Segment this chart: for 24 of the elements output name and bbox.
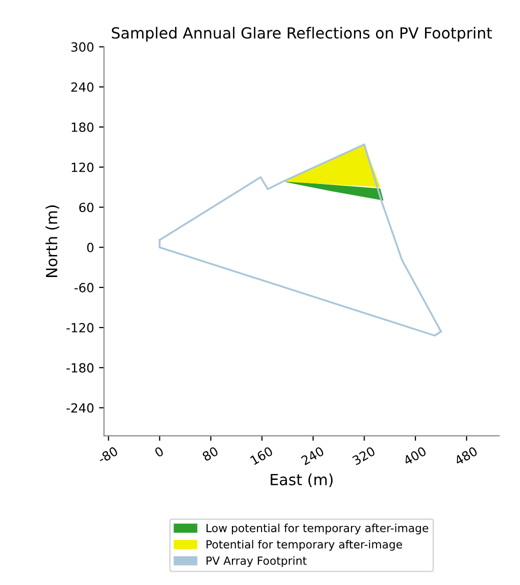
x-tick-label: 240 — [300, 446, 325, 466]
legend-label: PV Array Footprint — [206, 556, 307, 567]
x-tick-label: -80 — [97, 446, 118, 464]
x-tick-label: 320 — [352, 446, 376, 466]
y-tick-label: -240 — [66, 403, 94, 413]
y-tick-label: 300 — [71, 42, 94, 52]
y-tick-label: -60 — [74, 282, 94, 292]
y-tick-label: -180 — [66, 363, 94, 373]
x-tick-label: 480 — [454, 446, 478, 466]
y-tick-label: -120 — [66, 323, 94, 332]
x-tick-label: 400 — [402, 446, 427, 466]
y-tick-label: 0 — [87, 242, 94, 252]
y-tick-label: 120 — [72, 162, 94, 172]
y-tick-label: 180 — [72, 122, 94, 132]
x-axis-title: East (m) — [270, 474, 333, 488]
y-tick-label: 60 — [79, 202, 94, 212]
legend-label: Low potential for temporary after-image — [206, 524, 428, 534]
x-tick-label: 80 — [202, 446, 219, 462]
x-tick-label: 0 — [154, 446, 164, 458]
y-tick-label: 240 — [71, 82, 94, 92]
x-tick-label: 160 — [250, 446, 274, 466]
y-axis-title: North (m) — [46, 205, 60, 278]
legend-label: Potential for temporary after-image — [206, 540, 402, 551]
chart-title: Sampled Annual Glare Reflections on PV Footprint — [112, 26, 492, 42]
